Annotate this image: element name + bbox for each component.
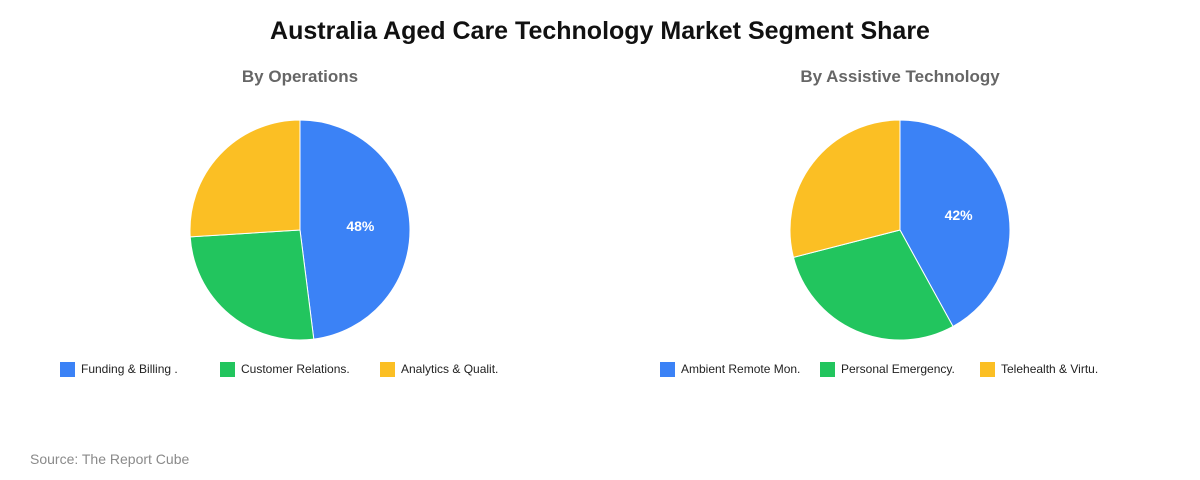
source-note: Source: The Report Cube [30, 451, 190, 467]
legend-label-ambient-remote: Ambient Remote Mon. [681, 362, 801, 376]
legend-label-telehealth: Telehealth & Virtu. [1001, 362, 1099, 376]
pie-slice-customer-relations[interactable] [189, 229, 315, 341]
legend-item-ambient-remote[interactable]: Ambient Remote Mon. [660, 361, 800, 377]
legend-swatch-funding-billing [60, 361, 75, 377]
pie-slice-ambient-remote-mon[interactable] [899, 119, 1011, 328]
legend-item-telehealth[interactable]: Telehealth & Virtu. [980, 361, 1098, 377]
pie-panel-operations: By Operations 48% Funding & Billing . Cu… [0, 60, 600, 390]
legend-label-analytics-quality: Analytics & Qualit. [401, 362, 499, 376]
pie-slice-telehealth-virtu[interactable] [789, 119, 901, 258]
legend-swatch-customer-relations [220, 361, 235, 377]
pie-chart-assistive-technology: 42% [789, 119, 1011, 341]
legend-label-customer-relations: Customer Relations. [241, 362, 350, 376]
legend-swatch-ambient-remote [660, 361, 675, 377]
legend-swatch-personal-emergency [820, 361, 835, 377]
legend-label-personal-emergency: Personal Emergency. [841, 362, 955, 376]
pie-panel-assistive-technology: By Assistive Technology 42% Ambient Remo… [600, 60, 1200, 390]
pie-slice-analytics-qualit[interactable] [189, 119, 301, 238]
legend-item-customer-relations[interactable]: Customer Relations. [220, 361, 350, 377]
legend-swatch-telehealth [980, 361, 995, 377]
legend-item-analytics-quality[interactable]: Analytics & Qualit. [380, 361, 498, 377]
pie-chart-operations: 48% [189, 119, 411, 341]
pie-data-label-ambient-remote-mon: 42% [945, 207, 974, 223]
legend-item-funding-billing[interactable]: Funding & Billing . [60, 361, 178, 377]
pie-data-label-funding-billing: 48% [346, 218, 375, 234]
legend-item-personal-emergency[interactable]: Personal Emergency. [820, 361, 955, 377]
pie-title-operations: By Operations [241, 67, 359, 86]
chart-main-title: Australia Aged Care Technology Market Se… [270, 17, 930, 45]
pie-title-assistive-technology: By Assistive Technology [800, 67, 1000, 86]
legend-swatch-analytics-quality [380, 361, 395, 377]
legend-label-funding-billing: Funding & Billing . [81, 362, 178, 376]
pie-slice-funding-billing[interactable] [299, 119, 411, 340]
pie-slice-personal-emergency[interactable] [792, 229, 954, 341]
